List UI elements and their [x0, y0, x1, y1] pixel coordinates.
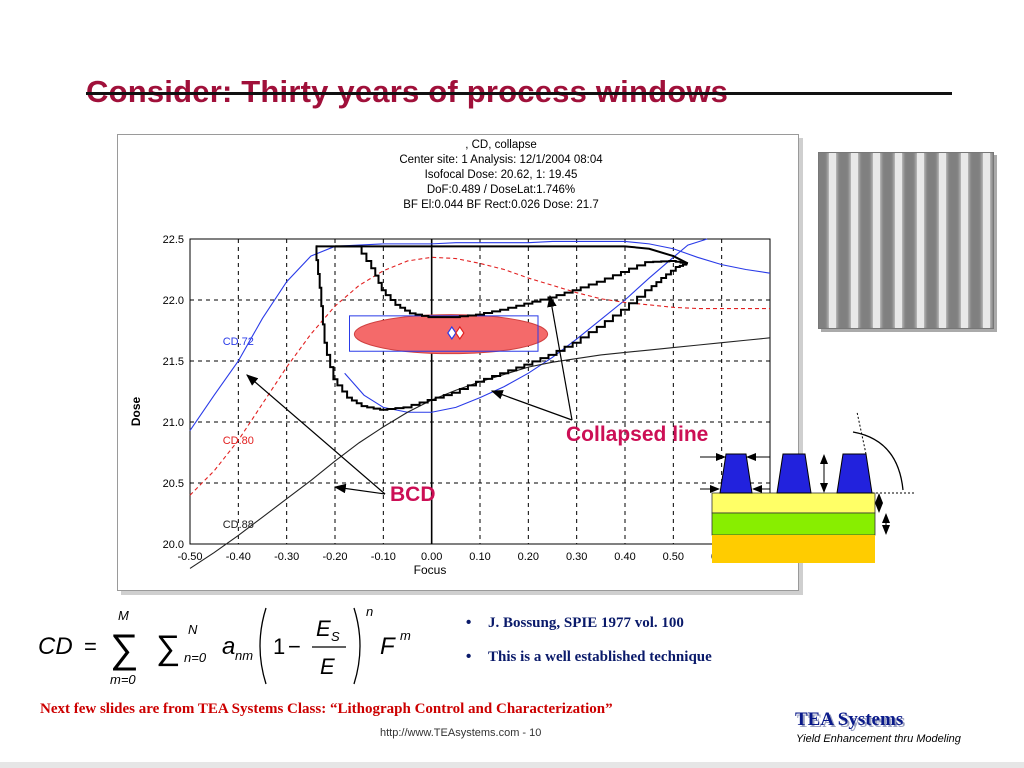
- curve-label: CD.80: [223, 435, 254, 447]
- sum-symbol: ∑: [110, 627, 139, 671]
- formula-lhs: CD: [38, 633, 73, 660]
- formula-minus: −: [288, 634, 301, 659]
- formula-equals: =: [84, 634, 97, 659]
- formula-svg: CD = ∑ M m=0 ∑ N n=0 a nm 1 − E S E n F …: [38, 604, 411, 687]
- coefficient: a: [222, 633, 235, 660]
- x-tick-label: 0.10: [469, 551, 490, 563]
- reference-item: • J. Bossung, SPIE 1977 vol. 100: [466, 614, 712, 632]
- denominator: E: [320, 654, 335, 679]
- curve-label: CD.88: [223, 519, 254, 531]
- curve-label: CD.72: [223, 336, 254, 348]
- x-tick-label: 0.00: [421, 551, 442, 563]
- plot-header-line: BF El:0.044 BF Rect:0.026 Dose: 21.7: [403, 199, 599, 211]
- formula-one: 1: [273, 634, 285, 659]
- x-tick-label: 0.50: [663, 551, 684, 563]
- x-axis-label: Focus: [414, 563, 447, 577]
- x-tick-label: 0.40: [614, 551, 635, 563]
- title-underline: [86, 92, 952, 95]
- sum1-upper: M: [118, 608, 129, 623]
- center-marker: [447, 325, 457, 341]
- y-tick-label: 20.0: [163, 539, 184, 551]
- y-tick-label: 21.0: [163, 417, 184, 429]
- x-tick-label: 0.60: [711, 551, 732, 563]
- reference-item: • This is a well established technique: [466, 648, 712, 666]
- plot-area: -0.50 -0.40 -0.30 -0.20 -0.10 0.00 0.10 0.20 0.3…: [163, 234, 781, 569]
- y-tick-label: 22.5: [163, 234, 184, 246]
- plot-header-line: Center site: 1 Analysis: 12/1/2004 08:04: [399, 154, 603, 166]
- process-window-chart: , CD, collapse Center site: 1 Analysis: …: [117, 134, 799, 591]
- sum2-lower: n=0: [184, 650, 207, 665]
- reference-list: • J. Bossung, SPIE 1977 vol. 100 • This is…: [466, 614, 712, 682]
- sem-line: [895, 153, 902, 328]
- x-tick-label: 0.70: [759, 551, 780, 563]
- x-tick-label: -0.20: [322, 551, 347, 563]
- footer-url[interactable]: http://www.TEAsystems.com - 10: [380, 727, 542, 739]
- bossung-formula: CD = ∑ M m=0 ∑ N n=0 a nm 1 − E S E n F …: [36, 604, 426, 688]
- left-paren: [259, 607, 267, 685]
- coefficient-subscript: nm: [235, 648, 253, 663]
- series-line: [335, 245, 689, 265]
- y-tick-label: 20.5: [163, 478, 184, 490]
- x-tick-label: 0.20: [518, 551, 539, 563]
- series-line: [189, 240, 771, 431]
- formula-F: F: [380, 633, 396, 660]
- plot-header-line: , CD, collapse: [465, 139, 537, 151]
- numerator: E: [316, 616, 331, 641]
- sem-line: [851, 153, 858, 328]
- bottom-bar: [0, 762, 1024, 768]
- exponent-n: n: [366, 604, 373, 619]
- brand-logo: TEA Systems: [795, 709, 904, 730]
- reference-text: This is a well established technique: [488, 649, 712, 665]
- sem-line: [939, 153, 946, 328]
- x-tick-label: -0.40: [226, 551, 251, 563]
- angle-arc: [852, 431, 904, 491]
- bullet-icon: •: [466, 648, 472, 665]
- course-footnote: Next few slides are from TEA Systems Cla…: [40, 701, 613, 717]
- x-tick-label: -0.50: [177, 551, 202, 563]
- sem-line: [873, 153, 880, 328]
- series-line: [344, 238, 708, 413]
- sum1-lower: m=0: [110, 672, 136, 687]
- plot-header: , CD, collapse Center site: 1 Analysis: …: [399, 139, 603, 211]
- sum-symbol: ∑: [156, 629, 180, 667]
- x-tick-label: -0.30: [274, 551, 299, 563]
- sum2-upper: N: [188, 622, 198, 637]
- numerator-subscript: S: [331, 629, 340, 644]
- resist-line: [836, 453, 873, 494]
- reference-text: J. Bossung, SPIE 1977 vol. 100: [488, 615, 684, 631]
- sem-line: [961, 153, 968, 328]
- brand-tagline: Yield Enhancement thru Modeling: [796, 733, 961, 745]
- slide-title: Consider: Thirty years of process window…: [86, 74, 729, 109]
- chart-svg: , CD, collapse Center site: 1 Analysis: …: [129, 139, 781, 577]
- x-tick-label: -0.10: [371, 551, 396, 563]
- x-tick-label: 0.30: [566, 551, 587, 563]
- series-line: [315, 245, 688, 319]
- bullet-icon: •: [466, 614, 472, 631]
- exponent-m: m: [400, 628, 411, 643]
- y-tick-label: 22.0: [163, 295, 184, 307]
- y-axis-label: Dose: [129, 397, 143, 427]
- sem-line: [829, 153, 836, 328]
- angle-guide: [856, 411, 867, 455]
- y-tick-label: 21.5: [163, 356, 184, 368]
- plot-header-line: DoF:0.489 / DoseLat:1.746%: [427, 184, 575, 196]
- center-marker: [455, 325, 465, 341]
- sem-line: [917, 153, 924, 328]
- process-window-rect: [349, 315, 539, 352]
- sem-image: [818, 152, 994, 329]
- series-line: [189, 256, 770, 496]
- plot-header-line: Isofocal Dose: 20.62, 1: 19.45: [425, 169, 578, 181]
- sem-line: [983, 153, 990, 328]
- right-paren: [353, 607, 361, 685]
